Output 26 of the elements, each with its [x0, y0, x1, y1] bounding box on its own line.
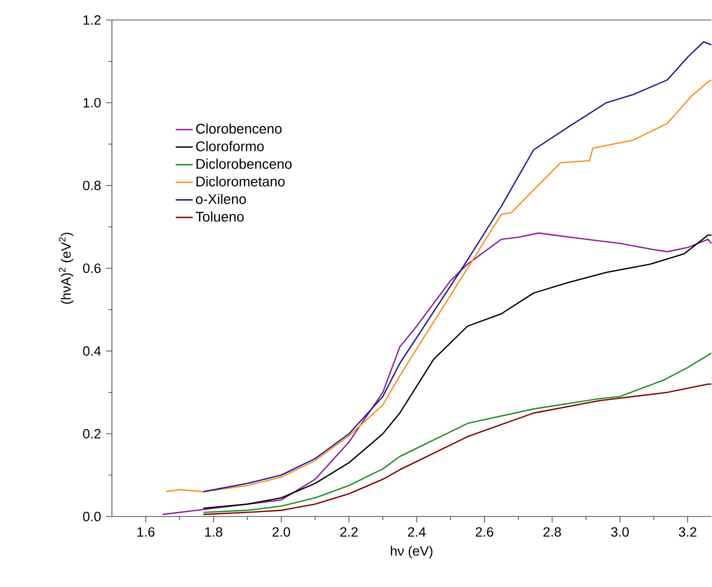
x-tick-label: 1.6	[137, 526, 155, 536]
x-tick-label: 3.2	[678, 526, 696, 536]
legend-label: Tolueno	[196, 211, 244, 222]
x-tick-label: 2.0	[272, 526, 290, 536]
line-series	[202, 352, 712, 513]
y-axis-title: (hνA)$^{2}$ (eV$^{2}$)	[58, 232, 74, 304]
legend-label: Diclorobenceno	[196, 158, 292, 169]
x-axis-title: hν (eV)	[390, 546, 432, 558]
y-tick-label: 0.8	[83, 180, 101, 190]
legend-label: Diclorometano	[196, 176, 285, 186]
x-tick-label: 2.6	[476, 526, 494, 536]
legend-label: Clorobenceno	[196, 123, 282, 134]
x-tick-label: 1.8	[205, 526, 222, 536]
y-tick-label: 0.2	[83, 428, 101, 438]
y-tick-label: 0.6	[83, 263, 101, 273]
legend-label: Cloroformo	[196, 140, 264, 152]
y-tick-label: 0.4	[83, 346, 101, 356]
line-series	[202, 383, 712, 515]
x-tick-label: 2.2	[340, 526, 358, 536]
y-tick-label: 1.0	[84, 98, 101, 108]
x-tick-label: 2.4	[408, 526, 426, 536]
x-tick-label: 2.8	[544, 526, 561, 536]
y-tick-label: 0.0	[83, 512, 101, 522]
y-tick-label: 1.2	[84, 15, 101, 24]
x-tick-label: 3.0	[611, 526, 629, 536]
legend-label: o-Xileno	[196, 194, 246, 204]
